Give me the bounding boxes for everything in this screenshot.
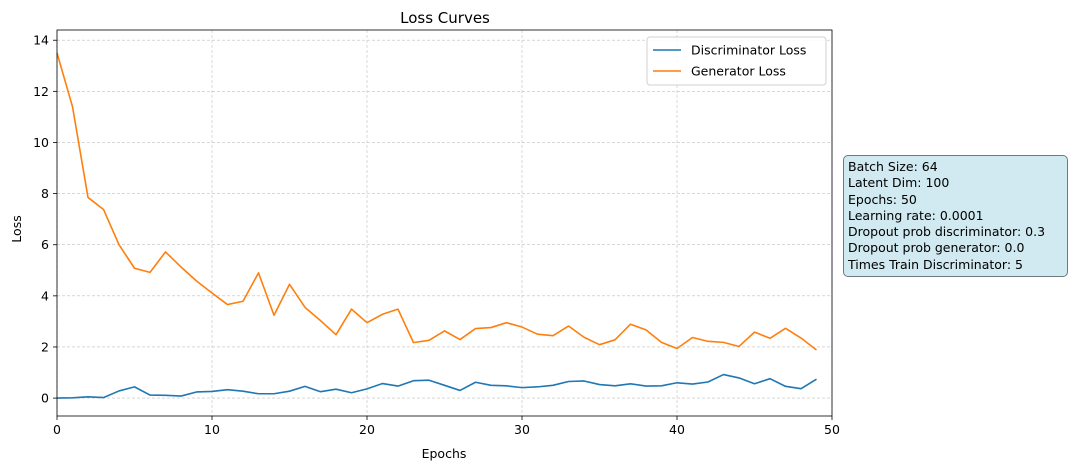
y-tick-label: 14 xyxy=(33,33,49,48)
x-tick-label: 50 xyxy=(824,422,840,437)
hyperparameter-info-box: Batch Size: 64 Latent Dim: 100 Epochs: 5… xyxy=(843,155,1068,278)
legend-label-discriminator-loss: Discriminator Loss xyxy=(691,43,806,58)
legend-label-generator-loss: Generator Loss xyxy=(691,64,786,79)
y-tick-label: 4 xyxy=(41,288,49,303)
info-line: Epochs: 50 xyxy=(848,191,917,207)
info-line: Learning rate: 0.0001 xyxy=(848,207,984,223)
legend-box xyxy=(646,36,827,86)
x-tick-label: 20 xyxy=(359,422,375,437)
y-tick-label: 0 xyxy=(41,391,49,406)
y-tick-label: 2 xyxy=(41,339,49,354)
discriminator-loss-line xyxy=(56,373,817,399)
x-tick-label: 10 xyxy=(204,422,220,437)
x-tick-label: 30 xyxy=(514,422,530,437)
y-axis-label: Loss xyxy=(9,215,24,242)
grid xyxy=(56,30,833,416)
x-axis-label: Epochs xyxy=(422,446,467,461)
y-tick-label: 8 xyxy=(41,186,49,201)
info-line: Dropout prob generator: 0.0 xyxy=(848,240,1025,256)
x-tick-label: 0 xyxy=(53,422,61,437)
generator-loss-line xyxy=(56,52,817,351)
y-tick-label: 10 xyxy=(33,135,49,150)
y-tick-label: 6 xyxy=(41,237,49,252)
y-axis: 0 2 4 6 8 10 12 14 xyxy=(33,33,57,406)
plot-frame xyxy=(56,29,833,417)
y-tick-label: 12 xyxy=(33,84,49,99)
info-line: Latent Dim: 100 xyxy=(848,175,950,191)
legend: Discriminator Loss Generator Loss xyxy=(646,36,827,86)
chart-title: Loss Curves xyxy=(400,9,490,27)
info-line: Batch Size: 64 xyxy=(848,159,938,174)
info-line: Dropout prob discriminator: 0.3 xyxy=(848,224,1046,240)
info-line: Times Train Discriminator: 5 xyxy=(848,256,1023,272)
x-axis: 0 10 20 30 40 50 xyxy=(53,416,840,437)
series-lines xyxy=(56,52,817,399)
x-tick-label: 40 xyxy=(669,422,685,437)
